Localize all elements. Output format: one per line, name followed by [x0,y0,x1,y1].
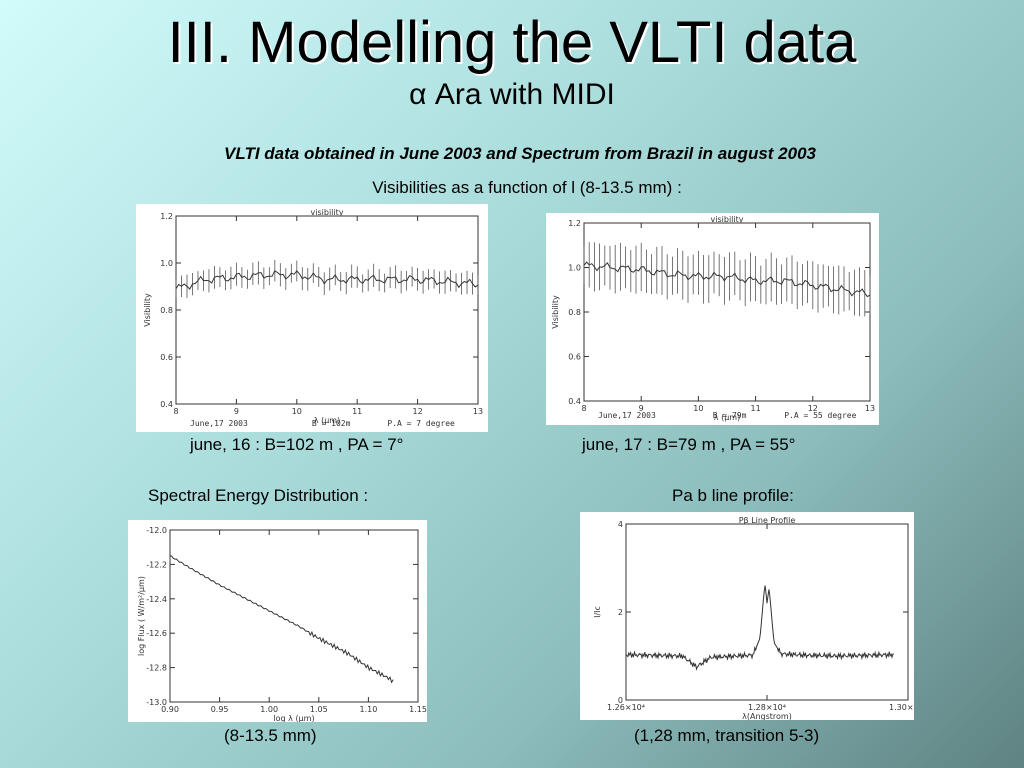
plot-frame [583,222,871,402]
x-axis-label: λ(Angstrom) [742,712,792,720]
plot-frame [169,529,419,703]
line-profile-chart: Pβ Line Profile 1.26×10⁴ 1.28×10⁴ 1.30×10⁴ 0… [580,512,914,720]
chart-footer-text: June,17 2003 [598,411,656,420]
line-profile-plot: Pβ Line Profile 1.26×10⁴ 1.28×10⁴ 1.30×10⁴ 0… [593,516,914,720]
x-tick-label: 9 [639,404,644,413]
x-tick-label: 1.15 [409,705,427,714]
visibility-chart-2: visibility 8 9 10 11 12 13 0.4 0.6 0.8 1.0 1.2 λ (μm… [546,213,879,425]
y-tick-label: 0.4 [568,397,581,406]
x-tick-label: 1.05 [310,705,328,714]
sed-range: (8-13.5 mm) [224,726,317,745]
plot-frame [625,523,909,701]
x-tick-label: 8 [581,404,586,413]
y-tick-label: -13.0 [146,698,167,707]
line-profile-series-line [625,585,894,671]
x-tick-label: 1.10 [359,705,377,714]
chart-title: Pβ Line Profile [739,516,796,525]
y-tick-label: 0.6 [568,353,581,362]
visibility-plot-1: visibility 8 9 10 11 12 13 0.4 0.6 0.8 1.0 1.2 λ (μm… [143,208,483,428]
y-tick-label: 1.2 [160,212,173,221]
y-tick-label: -12.4 [146,595,167,604]
x-tick-label: 10 [693,404,703,413]
x-tick-label: 9 [234,407,239,416]
sed-chart: 0.90 0.95 1.00 1.05 1.10 1.15 -13.0 -12.8 -12.6 -… [128,520,427,722]
data-heading: VLTI data obtained in June 2003 and Spec… [224,144,816,163]
y-tick-label: -12.6 [146,629,167,638]
y-tick-label: -12.2 [146,560,167,569]
x-tick-label: 13 [473,407,483,416]
y-tick-label: -12.0 [146,526,167,535]
line-range: (1,28 mm, transition 5-3) [634,726,820,745]
x-tick-label: 1.28×10⁴ [748,703,786,712]
slide-title: III. Modelling the VLTI data [167,10,857,75]
y-tick-label: 0.8 [568,308,581,317]
y-tick-label: 1.0 [160,259,173,268]
y-tick-label: 1.2 [568,219,581,228]
y-tick-label: 0.6 [160,353,173,362]
y-tick-label: 0.4 [160,400,173,409]
y-tick-label: -12.8 [146,664,167,673]
x-tick-label: 12 [808,404,818,413]
x-tick-label: 10 [292,407,302,416]
y-tick-label: 2 [618,608,623,617]
line-profile-label: Pa b line profile: [672,486,794,505]
y-axis-label: log Flux ( W/m²/μm) [137,576,146,656]
x-tick-label: 11 [751,404,761,413]
y-tick-label: 1.0 [568,264,581,273]
chart-footer-text: B = 79m [713,411,747,420]
visibility-series-line [583,261,871,298]
x-tick-label: 11 [352,407,362,416]
x-tick-label: 8 [173,407,178,416]
sed-label: Spectral Energy Distribution : [148,486,369,505]
x-tick-label: 1.30×10⁴ [889,703,914,712]
visibilities-label: Visibilities as a function of l (8-13.5 … [372,178,682,197]
caption-june16: june, 16 : B=102 m , PA = 7° [190,435,404,454]
y-tick-label: 4 [618,520,623,529]
y-tick-label: 0.8 [160,306,173,315]
x-tick-label: 0.95 [211,705,229,714]
x-tick-label: 12 [413,407,423,416]
x-axis-label: λ (μm) [714,413,740,422]
y-tick-label: 0 [618,696,623,705]
x-tick-label: 13 [865,404,875,413]
y-axis-label: I/Ic [593,606,602,618]
y-axis-label: Visibility [143,293,152,327]
visibility-chart-1: visibility 8 9 10 11 12 13 0.4 0.6 0.8 1.0 1.2 λ (μm… [136,204,488,432]
sed-series-line [169,555,394,684]
chart-footer-text: P.A = 7 degree [387,419,455,428]
plot-frame [175,215,479,405]
chart-title: visibility [711,215,744,224]
x-tick-label: 0.90 [161,705,179,714]
caption-june17: june, 17 : B=79 m , PA = 55° [582,435,796,454]
chart-footer-text: June,17 2003 [190,419,248,428]
y-axis-label: Visibility [551,295,560,329]
x-tick-label: 1.26×10⁴ [607,703,645,712]
visibility-plot-2: visibility 8 9 10 11 12 13 0.4 0.6 0.8 1.0 1.2 λ (μm… [551,215,875,422]
slide-subtitle: α Ara with MIDI [409,78,615,111]
x-tick-label: 1.00 [260,705,278,714]
x-axis-label: λ (μm) [314,416,340,425]
chart-title: visibility [311,208,344,217]
chart-footer-text: P.A = 55 degree [784,411,856,420]
visibility-series-line [175,269,479,290]
sed-plot: 0.90 0.95 1.00 1.05 1.10 1.15 -13.0 -12.8 -12.6 -… [137,526,427,722]
chart-footer-text: B = 102m [312,419,351,428]
x-axis-label: log λ (μm) [273,714,314,722]
